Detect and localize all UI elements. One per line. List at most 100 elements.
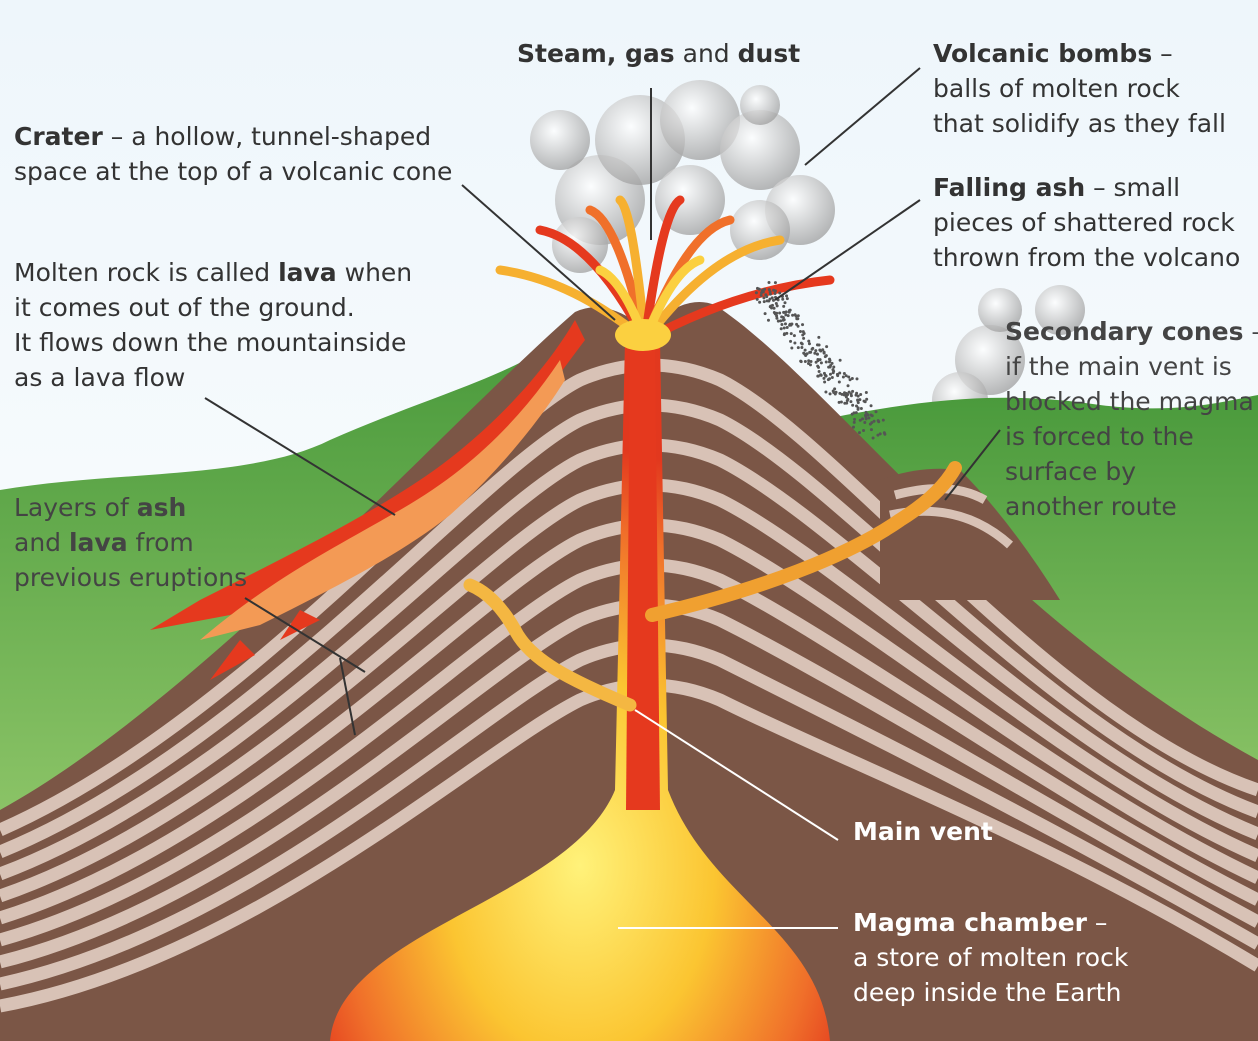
ash-particle (764, 312, 767, 315)
ash-particle (872, 436, 875, 439)
label-text: – a hollow, tunnel-shaped (103, 122, 431, 151)
ash-particle (816, 375, 819, 378)
ash-particle (785, 332, 788, 335)
label-text: that solidify as they fall (933, 109, 1226, 138)
ash-particle (803, 332, 806, 335)
label-text: Crater (14, 122, 103, 151)
ash-particle (820, 361, 823, 364)
ash-particle (774, 292, 777, 295)
ash-particle (797, 325, 800, 328)
ash-particle (818, 349, 821, 352)
label-text: Falling ash (933, 173, 1085, 202)
ash-particle (799, 360, 802, 363)
volcano-diagram: Steam, gas and dustVolcanic bombs –balls… (0, 0, 1258, 1041)
label-text: space at the top of a volcanic cone (14, 157, 452, 186)
ash-particle (780, 323, 783, 326)
ash-particle (817, 366, 820, 369)
ash-particle (786, 297, 789, 300)
ash-particle (847, 376, 850, 379)
label-text: blocked the magma (1005, 387, 1254, 416)
ash-particle (832, 366, 835, 369)
ash-particle (863, 421, 866, 424)
label-line: if the main vent is (1005, 352, 1232, 381)
ash-particle (867, 417, 870, 420)
label-line: is forced to the (1005, 422, 1194, 451)
ash-particle (869, 423, 872, 426)
ash-particle (782, 319, 785, 322)
label-text: Molten rock is called (14, 258, 278, 287)
label-text: previous eruptions (14, 563, 247, 592)
ash-particle (855, 377, 858, 380)
ash-particle (871, 414, 874, 417)
ash-particle (814, 349, 817, 352)
ash-particle (784, 313, 787, 316)
label-line: Volcanic bombs – (933, 39, 1173, 68)
label-line: It flows down the mountainside (14, 328, 406, 357)
smoke-puff (740, 85, 780, 125)
ash-particle (793, 334, 796, 337)
ash-particle (807, 340, 810, 343)
ash-particle (882, 419, 885, 422)
ash-particle (816, 358, 819, 361)
ash-particle (779, 319, 782, 322)
ash-particle (856, 399, 859, 402)
ash-particle (865, 398, 868, 401)
label-line: space at the top of a volcanic cone (14, 157, 452, 186)
ash-particle (828, 359, 831, 362)
ash-particle (755, 291, 758, 294)
ash-particle (767, 319, 770, 322)
ash-particle (799, 330, 802, 333)
ash-particle (860, 407, 863, 410)
label-line: Secondary cones – (1005, 317, 1258, 346)
ash-particle (825, 375, 828, 378)
ash-particle (766, 299, 769, 302)
label-line: Crater – a hollow, tunnel-shaped (14, 122, 431, 151)
ash-particle (824, 391, 827, 394)
ash-particle (818, 370, 821, 373)
ash-particle (813, 352, 816, 355)
ash-particle (800, 342, 803, 345)
ash-particle (855, 411, 858, 414)
label-text: when (337, 258, 412, 287)
ash-particle (846, 398, 849, 401)
label-text: if the main vent is (1005, 352, 1232, 381)
ash-particle (809, 363, 812, 366)
label-line: surface by (1005, 457, 1136, 486)
ash-particle (811, 348, 814, 351)
ash-particle (883, 433, 886, 436)
label-text: it comes out of the ground. (14, 293, 355, 322)
ash-particle (786, 326, 789, 329)
ash-particle (784, 301, 787, 304)
ash-particle (784, 322, 787, 325)
label-text: and (14, 528, 69, 557)
ash-particle (769, 290, 772, 293)
ash-particle (808, 342, 811, 345)
ash-particle (843, 402, 846, 405)
smoke-puff (530, 110, 590, 170)
ash-particle (776, 304, 779, 307)
ash-particle (762, 290, 765, 293)
label-text: from (128, 528, 194, 557)
ash-particle (859, 393, 862, 396)
label-line: blocked the magma (1005, 387, 1254, 416)
ash-particle (842, 375, 845, 378)
ash-particle (767, 281, 770, 284)
ash-particle (770, 306, 773, 309)
ash-particle (758, 288, 761, 291)
ash-particle (873, 420, 876, 423)
ash-particle (822, 377, 825, 380)
label-line: that solidify as they fall (933, 109, 1226, 138)
ash-particle (829, 392, 832, 395)
label-text: – (1087, 908, 1107, 937)
label-text: Magma chamber (853, 908, 1088, 937)
ash-particle (851, 390, 854, 393)
ash-particle (847, 384, 850, 387)
ash-particle (809, 351, 812, 354)
ash-particle (783, 327, 786, 330)
ash-particle (807, 359, 810, 362)
label-line: previous eruptions (14, 563, 247, 592)
label-text: Volcanic bombs (933, 39, 1152, 68)
crater-glow (615, 319, 671, 351)
label-text: It flows down the mountainside (14, 328, 406, 357)
label-text: – (1152, 39, 1172, 68)
